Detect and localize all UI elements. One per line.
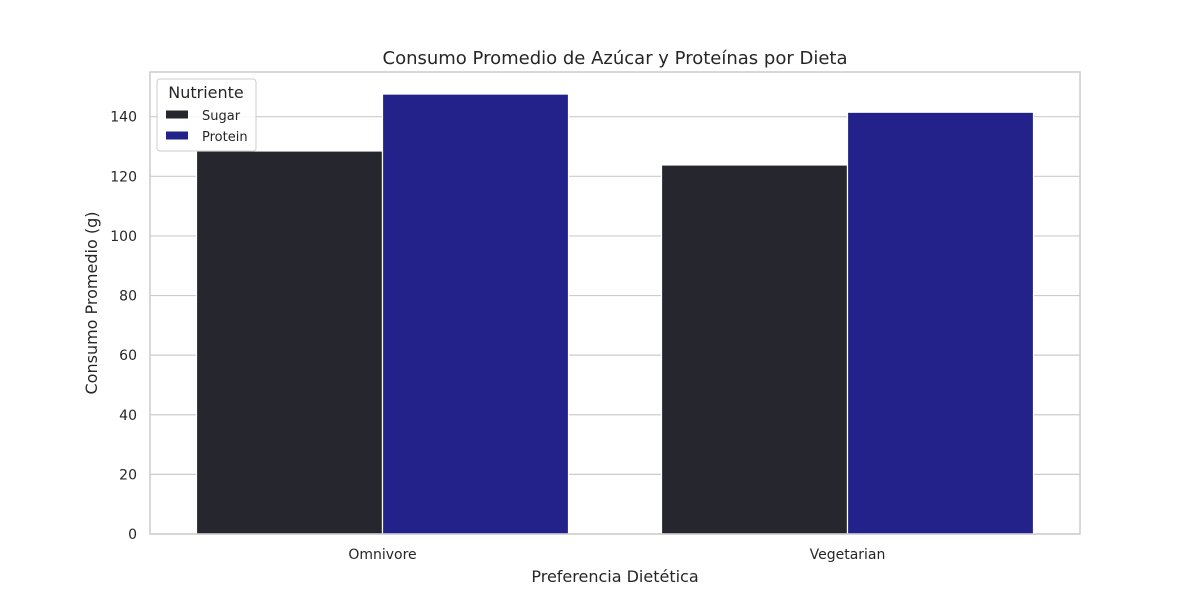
y-tick-label: 60 <box>119 348 137 364</box>
legend-swatch-protein <box>166 131 188 140</box>
y-tick-label: 120 <box>110 169 137 185</box>
x-axis-ticks: Omnivore Vegetarian <box>348 547 885 563</box>
legend-swatch-sugar <box>166 110 188 119</box>
plot-frame <box>149 71 1081 535</box>
y-tick-label: 0 <box>128 527 137 543</box>
y-axis-label: Consumo Promedio (g) <box>82 212 101 395</box>
x-tick-label: Omnivore <box>348 547 416 563</box>
bar-protein-vegetarian <box>846 111 1035 535</box>
bar-sugar-omnivore <box>195 150 384 535</box>
y-tick-label: 80 <box>119 289 137 305</box>
bars <box>195 93 1035 535</box>
bar-sugar-vegetarian <box>660 164 849 535</box>
y-axis-ticks: 0 20 40 60 80 100 120 140 <box>110 110 137 543</box>
legend-label-sugar: Sugar <box>202 109 241 124</box>
chart-title: Consumo Promedio de Azúcar y Proteínas p… <box>383 48 848 69</box>
y-tick-label: 40 <box>119 408 137 424</box>
y-tick-label: 140 <box>110 110 137 126</box>
legend-title: Nutriente <box>168 83 244 102</box>
legend-items: Sugar Protein <box>166 109 248 145</box>
y-tick-label: 20 <box>119 467 137 483</box>
legend: Nutriente Sugar Protein <box>156 78 257 152</box>
bar-protein-omnivore <box>381 93 570 535</box>
legend-label-protein: Protein <box>202 130 248 145</box>
y-tick-label: 100 <box>110 229 137 245</box>
x-tick-label: Vegetarian <box>810 547 886 563</box>
x-axis-label: Preferencia Dietética <box>531 567 698 586</box>
